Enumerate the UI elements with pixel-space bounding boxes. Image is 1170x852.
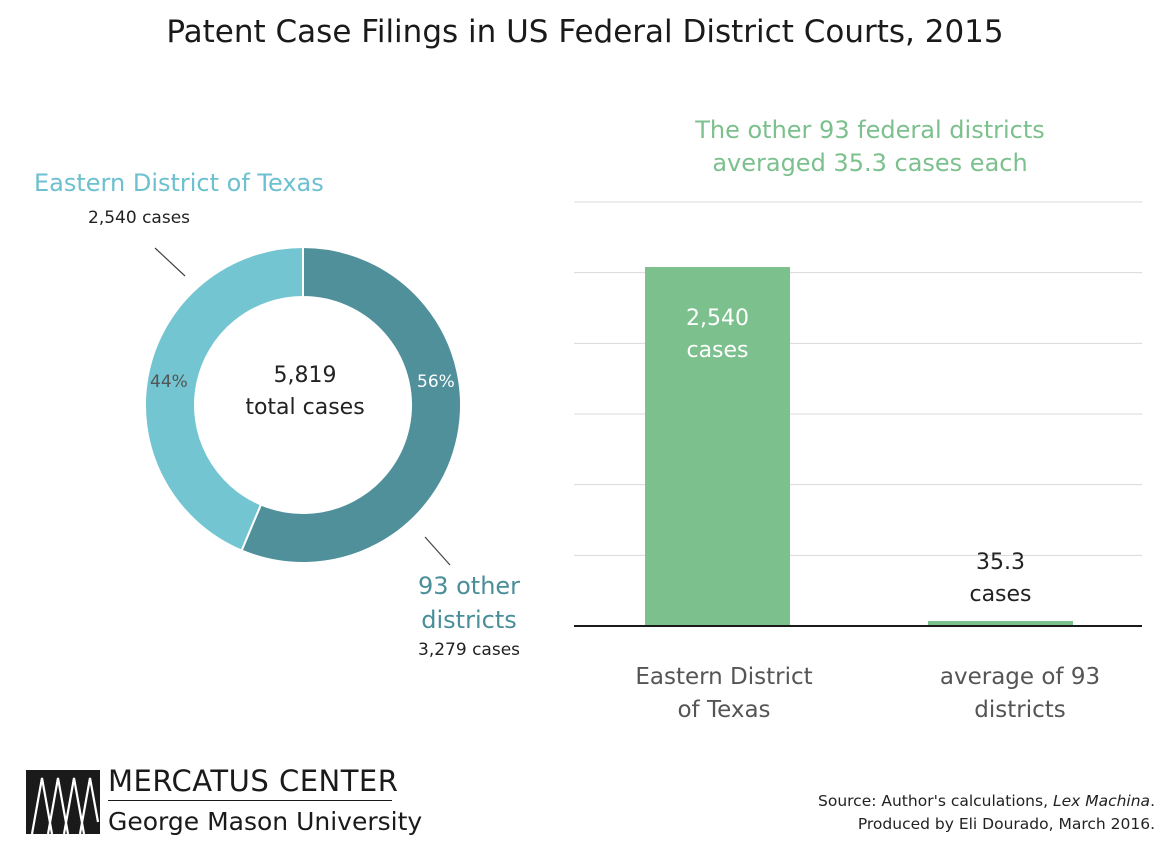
logo-name: MERCATUS CENTER xyxy=(108,764,399,798)
slice-percent-etx: 44% xyxy=(150,372,188,392)
bar-value-unit: cases xyxy=(686,338,749,363)
bar-chart-annotation: The other 93 federal districts averaged … xyxy=(620,114,1120,180)
x-tick-line1: Eastern District xyxy=(635,664,813,690)
slice-label-other: 93 other districts xyxy=(404,569,534,637)
leader-line-other xyxy=(424,536,451,566)
source-prefix: Source: Author's calculations, xyxy=(818,792,1053,810)
slice-label-other-line2: districts xyxy=(421,606,517,634)
bar-annotation-line1: The other 93 federal districts xyxy=(695,116,1045,144)
donut-total-value: 5,819 xyxy=(273,363,337,388)
x-tick-line2: of Texas xyxy=(677,697,771,723)
source-line1: Source: Author's calculations, Lex Machi… xyxy=(818,790,1155,813)
slice-percent-other: 56% xyxy=(417,372,455,392)
leader-line-etx xyxy=(154,247,186,277)
x-tick-label-average: average of 93 districts xyxy=(900,661,1140,727)
x-tick-label-etx: Eastern District of Texas xyxy=(604,661,844,727)
slice-value-etx: 2,540 cases xyxy=(88,208,191,228)
logo-subtitle: George Mason University xyxy=(108,807,423,836)
x-tick-line2: districts xyxy=(974,697,1066,723)
bar-value-number: 35.3 xyxy=(976,550,1025,575)
source-line2: Produced by Eli Dourado, March 2016. xyxy=(857,815,1155,833)
bar-average xyxy=(928,621,1073,626)
chart-title: Patent Case Filings in US Federal Distri… xyxy=(166,14,1004,50)
source-note: Source: Author's calculations, Lex Machi… xyxy=(818,790,1155,836)
bar-chart xyxy=(645,267,1073,626)
donut-total-caption: total cases xyxy=(245,395,365,420)
slice-label-other-line1: 93 other xyxy=(417,572,521,600)
bar-value-unit: cases xyxy=(969,582,1032,607)
donut-center-label: 5,819 total cases xyxy=(205,360,405,424)
source-suffix: . xyxy=(1150,792,1155,810)
bar-etx xyxy=(645,267,790,626)
bar-value-label-average: 35.3 cases xyxy=(928,547,1073,611)
bar-value-label-etx: 2,540 cases xyxy=(645,303,790,367)
bar-annotation-line2: averaged 35.3 cases each xyxy=(712,149,1028,177)
slice-label-etx: Eastern District of Texas xyxy=(34,169,324,197)
bar-value-number: 2,540 xyxy=(686,306,749,331)
source-italic: Lex Machina xyxy=(1052,792,1151,810)
mercatus-logo-icon xyxy=(26,770,100,834)
x-tick-line1: average of 93 xyxy=(939,664,1101,690)
donut-slice-other xyxy=(240,245,462,564)
donut-slice-etx xyxy=(144,245,304,552)
logo-divider xyxy=(108,800,392,801)
slice-value-other: 3,279 cases xyxy=(418,640,521,660)
donut-chart xyxy=(144,245,462,564)
